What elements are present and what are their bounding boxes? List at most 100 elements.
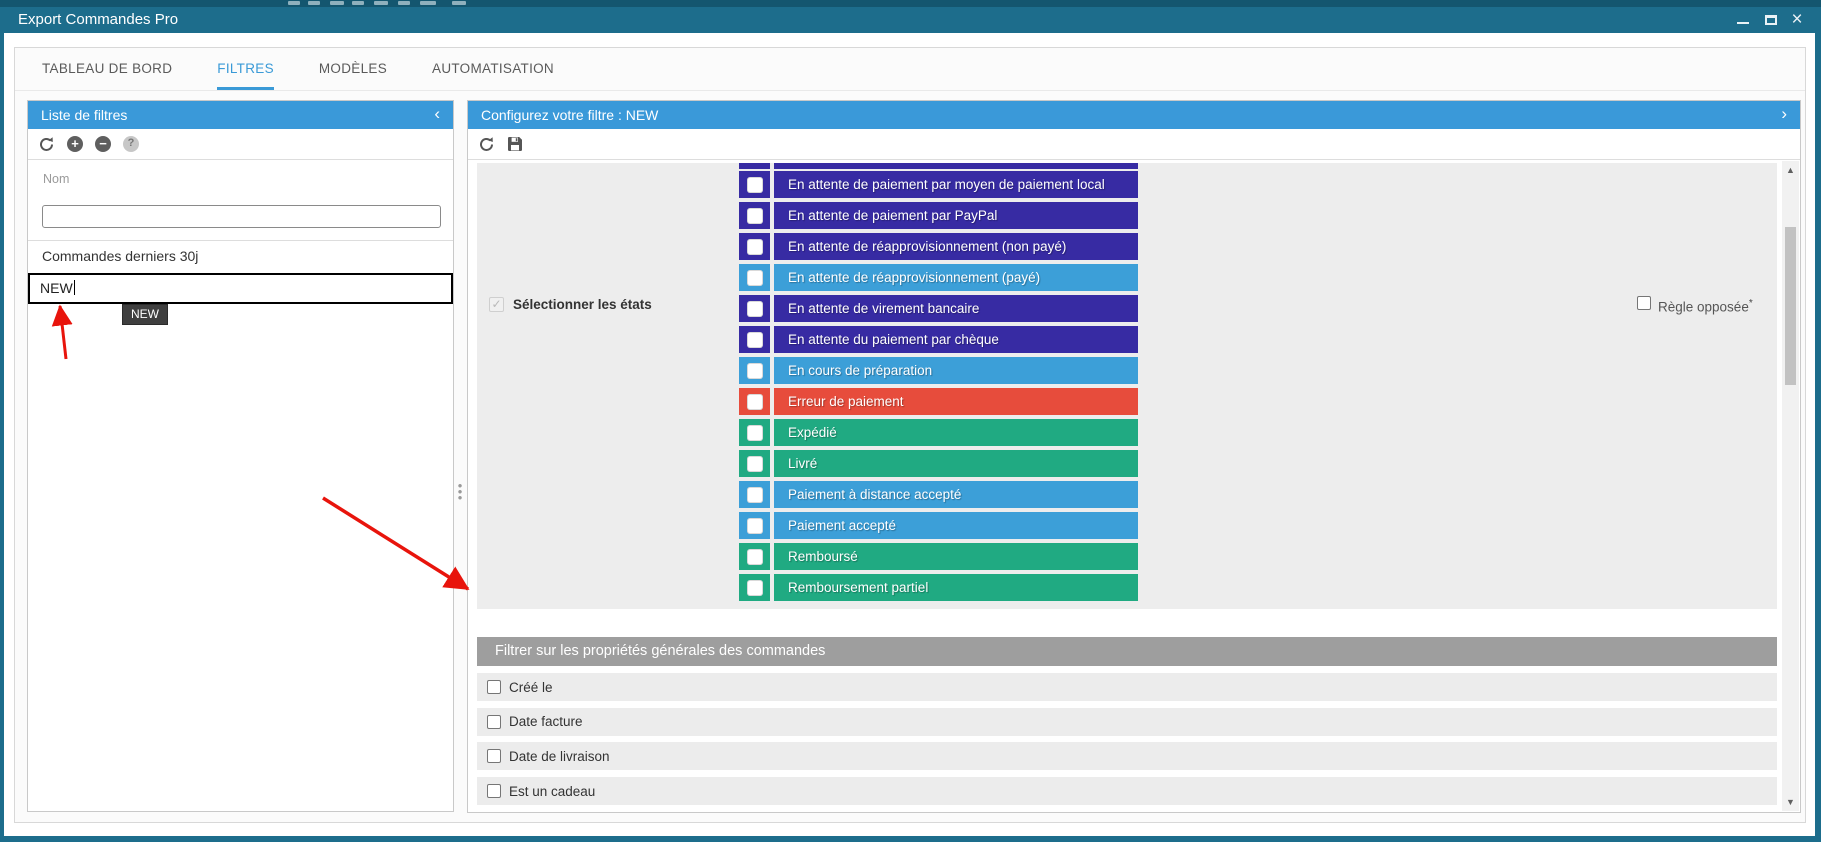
state-checkbox-cell — [739, 171, 770, 198]
opposite-rule-checkbox[interactable] — [1637, 296, 1651, 310]
state-checkbox[interactable] — [746, 393, 763, 410]
add-filter-button[interactable]: + — [67, 136, 83, 152]
property-row-date-de-livraison: Date de livraison — [477, 742, 1777, 771]
collapse-panel-icon[interactable]: ‹ — [434, 104, 440, 123]
refresh-icon[interactable] — [38, 136, 55, 153]
filter-list-panel: Liste de filtres ‹ + − ? Nom Commandes d… — [27, 100, 454, 812]
state-label[interactable]: Erreur de paiement — [774, 388, 1138, 415]
state-label[interactable]: En attente de paiement par PayPal — [774, 202, 1138, 229]
select-states-field: ✓ Sélectionner les états — [489, 297, 652, 312]
tab-filtres[interactable]: FILTRES — [217, 48, 274, 90]
filter-config-panel-header: Configurez votre filtre : NEW › — [468, 101, 1800, 129]
property-label: Date de livraison — [509, 748, 610, 764]
state-checkbox[interactable] — [746, 331, 763, 348]
window-border — [0, 33, 4, 836]
state-checkbox[interactable] — [746, 269, 763, 286]
vertical-scrollbar[interactable]: ▲ ▼ — [1782, 161, 1799, 811]
state-label[interactable]: En attente de paiement par moyen de paie… — [774, 171, 1138, 198]
opposite-rule-field: Règle opposée* — [1637, 296, 1753, 316]
state-label[interactable]: En attente de réapprovisionnement (non p… — [774, 233, 1138, 260]
filter-list-toolbar: + − ? — [28, 129, 453, 160]
name-filter-input[interactable] — [42, 205, 441, 228]
state-label[interactable]: En cours de préparation — [774, 357, 1138, 384]
maximize-button[interactable] — [1759, 7, 1783, 33]
state-label[interactable]: En attente de réapprovisionnement (payé) — [774, 264, 1138, 291]
order-states-table: En attente de paiement par moyen de paie… — [739, 163, 1138, 605]
general-properties-header: Filtrer sur les propriétés générales des… — [477, 637, 1777, 666]
state-checkbox[interactable] — [746, 424, 763, 441]
filter-list-item[interactable]: Commandes derniers 30j — [28, 241, 453, 272]
state-label[interactable]: Paiement accepté — [774, 512, 1138, 539]
help-button[interactable]: ? — [123, 136, 139, 152]
state-checkbox[interactable] — [746, 362, 763, 379]
tab-automatisation[interactable]: AUTOMATISATION — [432, 61, 554, 76]
property-checkbox[interactable] — [487, 714, 501, 729]
scrollbar-thumb[interactable] — [1785, 227, 1796, 385]
maximize-icon — [1765, 15, 1777, 25]
state-checkbox[interactable] — [746, 548, 763, 565]
property-label: Est un cadeau — [509, 783, 596, 799]
tab-modeles[interactable]: MODÈLES — [318, 61, 388, 76]
scroll-down-icon[interactable]: ▼ — [1786, 797, 1795, 807]
name-label: Nom — [43, 172, 70, 186]
background-icon — [452, 1, 466, 5]
state-checkbox-cell — [739, 326, 770, 353]
state-checkbox-cell — [739, 264, 770, 291]
opposite-rule-text: Règle opposée — [1658, 299, 1749, 315]
edit-tooltip: NEW — [122, 304, 168, 325]
state-label[interactable] — [774, 163, 1138, 169]
property-checkbox[interactable] — [487, 784, 501, 799]
required-asterisk: * — [1748, 298, 1753, 309]
order-states-section: ✓ Sélectionner les états En attente de p… — [477, 163, 1777, 609]
state-checkbox[interactable] — [746, 455, 763, 472]
state-row: Expédié — [739, 419, 1138, 446]
state-checkbox[interactable] — [746, 176, 763, 193]
filter-name-edit-input[interactable]: NEW — [28, 273, 453, 304]
state-row: Remboursement partiel — [739, 574, 1138, 601]
scroll-up-icon[interactable]: ▲ — [1786, 165, 1795, 175]
state-checkbox[interactable] — [746, 517, 763, 534]
filter-list-panel-header: Liste de filtres ‹ — [28, 101, 453, 129]
state-row: Remboursé — [739, 543, 1138, 570]
property-checkbox[interactable] — [487, 680, 501, 694]
state-label[interactable]: En attente de virement bancaire — [774, 295, 1138, 322]
minimize-button[interactable] — [1731, 7, 1755, 33]
property-checkbox[interactable] — [487, 749, 501, 764]
state-label[interactable]: Remboursé — [774, 543, 1138, 570]
state-label[interactable]: Remboursement partiel — [774, 574, 1138, 601]
property-row-cree-le: Créé le — [477, 673, 1777, 701]
tabs: TABLEAU DE BORD FILTRES MODÈLES AUTOMATISAT… — [15, 48, 1805, 91]
state-checkbox[interactable] — [746, 207, 763, 224]
opposite-rule-label: Règle opposée* — [1658, 296, 1753, 316]
state-checkbox-cell — [739, 163, 770, 169]
remove-filter-button[interactable]: − — [95, 136, 111, 152]
filter-config-title: Configurez votre filtre : NEW — [481, 107, 659, 123]
property-label: Créé le — [509, 679, 553, 695]
close-button[interactable]: × — [1785, 7, 1809, 33]
state-checkbox[interactable] — [746, 238, 763, 255]
text-caret — [73, 280, 75, 295]
state-row: En attente de paiement par moyen de paie… — [739, 171, 1138, 198]
property-row-est-un-cadeau: Est un cadeau — [477, 777, 1777, 806]
state-row: En attente de paiement par PayPal — [739, 202, 1138, 229]
filter-name-edit-value: NEW — [40, 280, 73, 296]
state-label[interactable]: Expédié — [774, 419, 1138, 446]
state-checkbox-cell — [739, 574, 770, 601]
state-checkbox[interactable] — [746, 579, 763, 596]
select-states-checkbox[interactable]: ✓ — [489, 297, 504, 312]
select-states-label: Sélectionner les états — [513, 297, 652, 312]
refresh-icon[interactable] — [478, 136, 495, 153]
state-checkbox-cell — [739, 295, 770, 322]
state-row: Livré — [739, 450, 1138, 477]
main-container: TABLEAU DE BORD FILTRES MODÈLES AUTOMATISAT… — [14, 47, 1806, 823]
panel-splitter-handle[interactable]: • • • — [457, 478, 463, 505]
tab-tableau-de-bord[interactable]: TABLEAU DE BORD — [42, 61, 173, 76]
state-label[interactable]: En attente du paiement par chèque — [774, 326, 1138, 353]
state-checkbox[interactable] — [746, 486, 763, 503]
state-checkbox[interactable] — [746, 300, 763, 317]
expand-panel-icon[interactable]: › — [1781, 104, 1787, 123]
state-label[interactable]: Livré — [774, 450, 1138, 477]
save-icon[interactable] — [507, 136, 524, 153]
state-label[interactable]: Paiement à distance accepté — [774, 481, 1138, 508]
state-row: Erreur de paiement — [739, 388, 1138, 415]
